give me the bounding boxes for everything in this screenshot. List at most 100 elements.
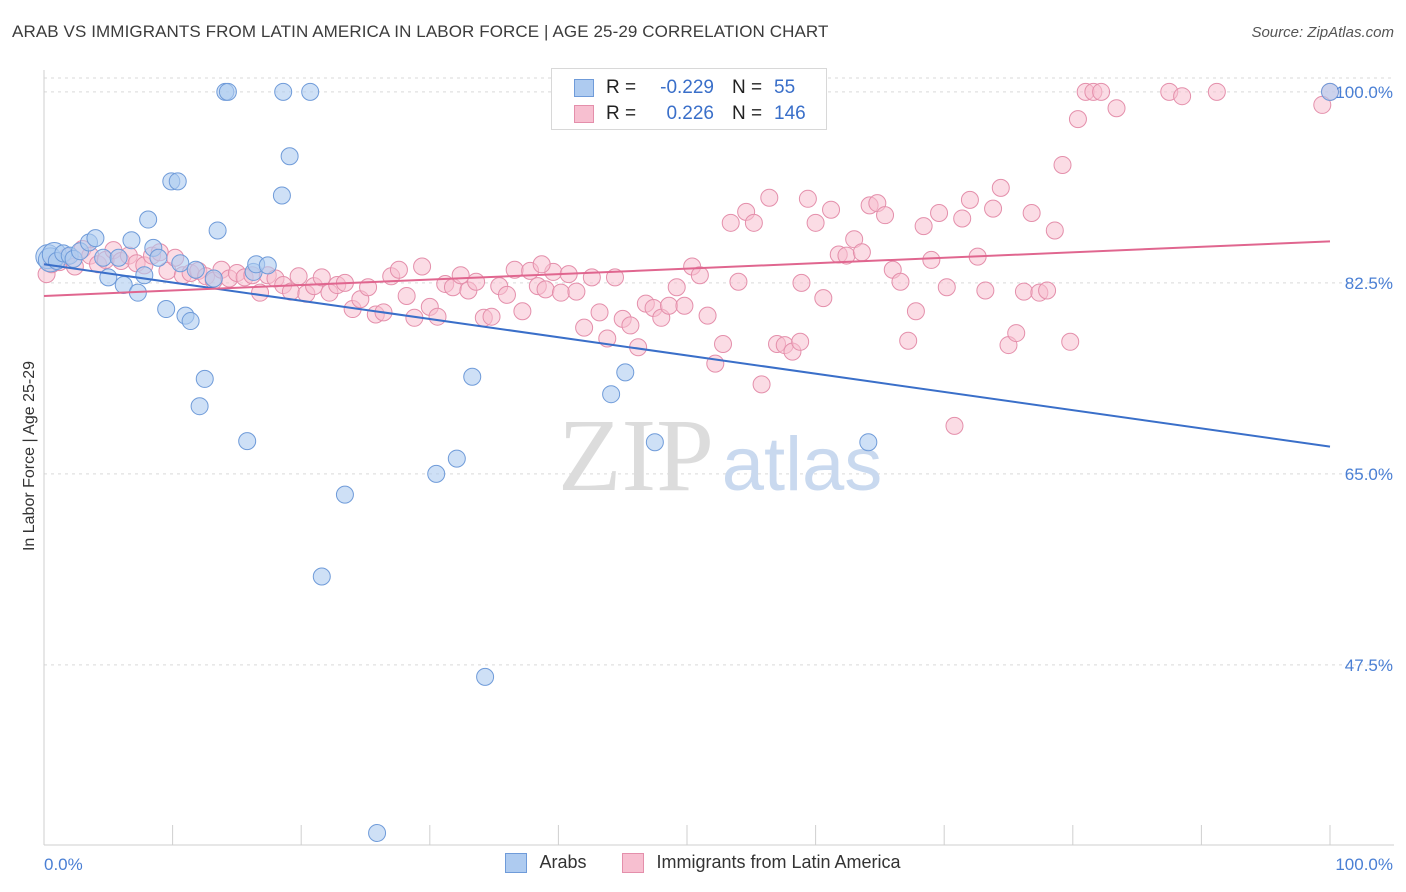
- latin-point: [984, 199, 1003, 218]
- latin-point: [659, 296, 678, 315]
- latin-point: [532, 255, 551, 274]
- latin-point: [752, 375, 771, 394]
- arab-point: [149, 248, 168, 267]
- latin-point: [729, 272, 748, 291]
- latin-point: [1107, 99, 1126, 118]
- latin-point: [721, 213, 740, 232]
- legend-label-latin: Immigrants from Latin America: [656, 852, 901, 872]
- latin-point: [428, 307, 447, 326]
- arab-point: [208, 221, 227, 240]
- latin-point: [822, 200, 841, 219]
- y-tick-label: 100.0%: [1335, 83, 1393, 102]
- arab-point: [463, 367, 482, 386]
- legend-item-arabs: Arabs: [505, 852, 586, 873]
- watermark: ZIP atlas: [558, 398, 882, 513]
- legend-r-label: R =: [606, 77, 637, 98]
- legend-swatch-arabs: [505, 852, 528, 873]
- arab-point: [272, 186, 291, 205]
- chart-title: ARAB VS IMMIGRANTS FROM LATIN AMERICA IN…: [12, 22, 829, 41]
- arab-point: [157, 300, 176, 319]
- latin-point: [536, 280, 555, 299]
- arab-point: [190, 397, 209, 416]
- arab-point: [1321, 82, 1339, 101]
- tick-labels: 47.5% 65.0% 82.5% 100.0% 0.0% 100.0%: [44, 83, 1393, 874]
- arab-point: [427, 464, 446, 483]
- y-tick-label: 47.5%: [1345, 656, 1393, 675]
- legend-label-arabs: Arabs: [539, 852, 587, 872]
- latin-point: [413, 257, 432, 276]
- arab-point: [122, 231, 141, 250]
- latin-point: [744, 213, 763, 232]
- arab-point: [301, 82, 320, 101]
- arab-point: [99, 268, 118, 287]
- series-legend: Arabs Immigrants from Latin America: [0, 852, 1406, 873]
- legend-row-arabs: R = -0.229 N = 55: [574, 77, 814, 99]
- trend-lines: [43, 240, 1331, 448]
- series-arabs-points: [35, 82, 1339, 842]
- latin-point: [714, 334, 733, 353]
- y-tick-label: 82.5%: [1345, 274, 1393, 293]
- arab-point: [274, 82, 293, 101]
- arab-point: [139, 210, 158, 229]
- latin-point: [513, 302, 532, 321]
- arab-point: [218, 82, 237, 101]
- latin-point: [397, 286, 416, 305]
- latin-point: [590, 303, 609, 322]
- latin-point: [289, 267, 308, 286]
- legend-n-value: 55: [774, 77, 796, 98]
- arab-point: [135, 266, 154, 285]
- x-tick-label: 0.0%: [44, 855, 83, 874]
- latin-point: [1007, 324, 1026, 343]
- latin-point: [792, 273, 811, 292]
- legend-r-label: R =: [606, 103, 637, 124]
- latin-point: [798, 189, 817, 208]
- arab-point: [181, 312, 200, 331]
- legend-swatch-latin: [574, 105, 594, 123]
- latin-point: [1022, 203, 1041, 222]
- latin-point: [467, 272, 486, 291]
- arab-point: [645, 433, 664, 452]
- latin-point: [906, 302, 925, 321]
- trend-line-arabs: [43, 263, 1331, 448]
- latin-point: [605, 268, 624, 287]
- latin-point: [312, 268, 331, 287]
- arab-point: [476, 667, 495, 686]
- latin-point: [497, 285, 516, 304]
- latin-point: [953, 209, 972, 228]
- arab-point: [258, 256, 277, 275]
- y-tick-label: 65.0%: [1345, 465, 1393, 484]
- latin-point: [1038, 281, 1057, 300]
- arab-point: [171, 254, 190, 273]
- latin-point: [899, 331, 918, 350]
- axes: [43, 70, 1394, 846]
- latin-point: [930, 203, 949, 222]
- latin-point: [914, 217, 933, 236]
- y-axis-label: In Labor Force | Age 25-29: [21, 360, 38, 552]
- latin-point: [1092, 82, 1111, 101]
- x-tick-label: 100.0%: [1335, 855, 1393, 874]
- arab-point: [109, 248, 128, 267]
- latin-point: [806, 213, 825, 232]
- latin-point: [567, 282, 586, 301]
- arab-point: [186, 260, 205, 279]
- legend-item-latin: Immigrants from Latin America: [622, 852, 901, 873]
- arab-point: [447, 449, 466, 468]
- latin-point: [575, 318, 594, 337]
- arab-point: [94, 248, 113, 267]
- latin-point: [814, 289, 833, 308]
- latin-point: [891, 272, 910, 291]
- series-latin-points: [37, 82, 1339, 435]
- latin-point: [251, 283, 270, 302]
- latin-point: [451, 266, 470, 285]
- latin-point: [1045, 221, 1064, 240]
- latin-point: [922, 250, 941, 269]
- watermark-zip: ZIP: [558, 398, 714, 513]
- source-label: Source: ZipAtlas.com: [1251, 24, 1394, 41]
- trend-line-latin: [43, 240, 1331, 297]
- arab-point: [368, 823, 387, 842]
- latin-point: [551, 283, 570, 302]
- latin-point: [621, 316, 640, 335]
- latin-point: [991, 178, 1010, 197]
- latin-point: [960, 190, 979, 209]
